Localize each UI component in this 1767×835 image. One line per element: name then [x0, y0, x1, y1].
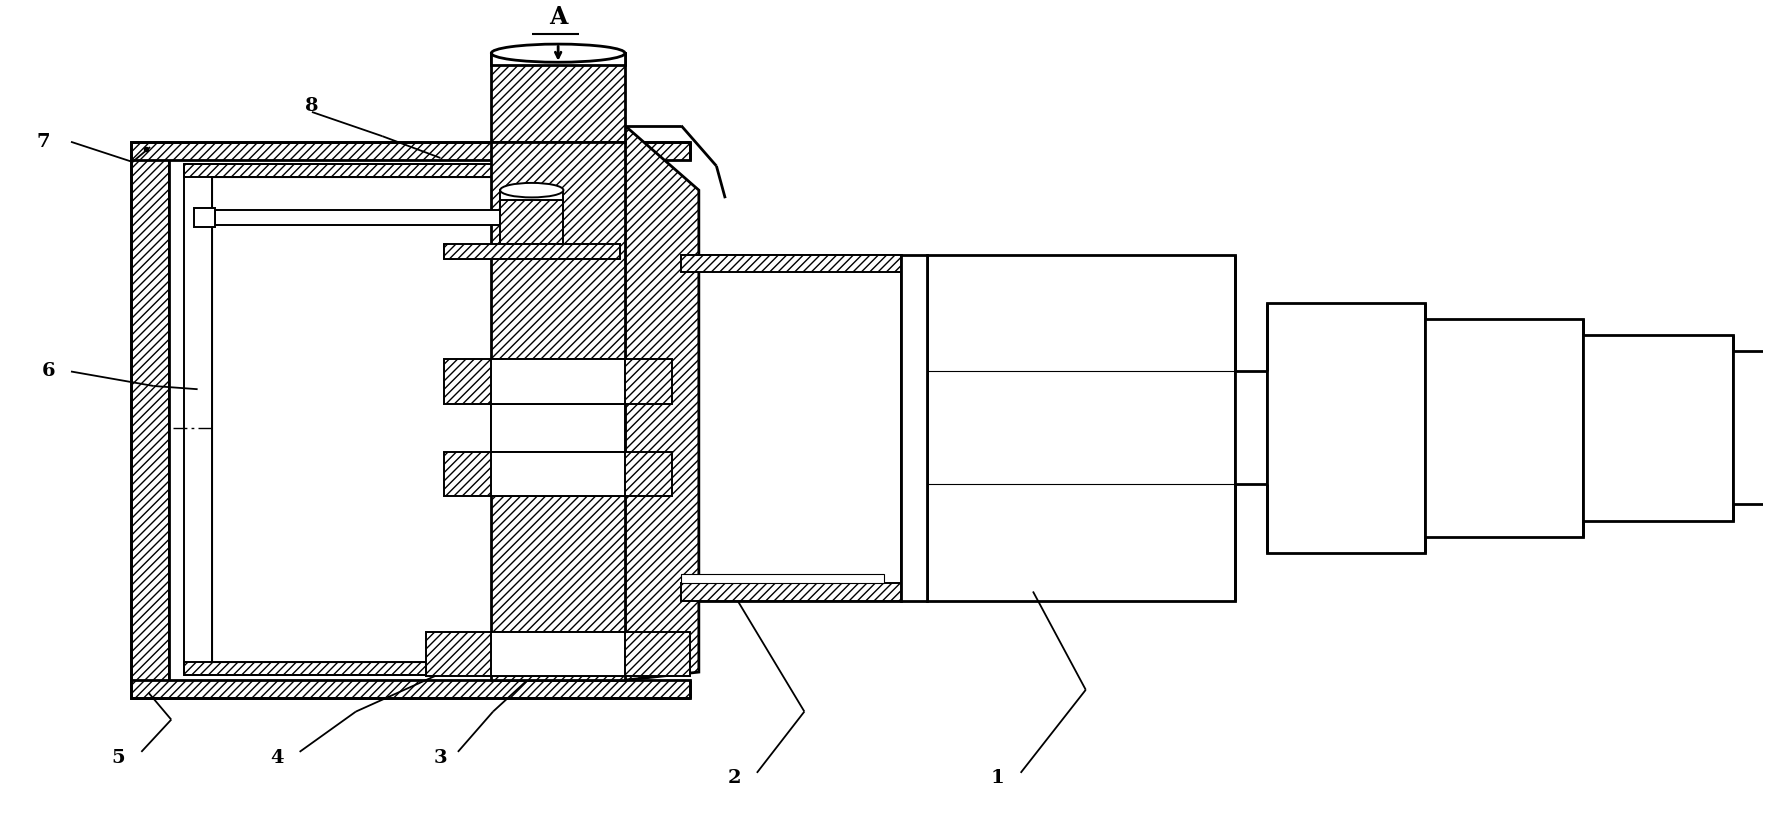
- Bar: [1583, 335, 1733, 520]
- Polygon shape: [500, 200, 564, 244]
- Bar: [1235, 372, 1267, 484]
- Bar: [491, 359, 626, 403]
- Polygon shape: [682, 255, 901, 272]
- Bar: [682, 255, 901, 601]
- Polygon shape: [491, 142, 626, 681]
- Bar: [491, 403, 626, 452]
- Bar: [194, 208, 216, 227]
- Polygon shape: [131, 681, 691, 698]
- Polygon shape: [444, 452, 673, 496]
- Bar: [216, 210, 500, 225]
- Bar: [928, 255, 1235, 601]
- Text: 2: 2: [728, 769, 740, 787]
- Ellipse shape: [500, 183, 564, 197]
- Text: 4: 4: [270, 749, 283, 767]
- Bar: [491, 632, 626, 676]
- Polygon shape: [131, 142, 691, 159]
- Polygon shape: [491, 53, 626, 142]
- Bar: [491, 53, 626, 65]
- Polygon shape: [682, 584, 901, 601]
- Polygon shape: [444, 244, 620, 259]
- Bar: [682, 574, 884, 584]
- Text: 5: 5: [111, 749, 125, 767]
- Text: 1: 1: [991, 769, 1005, 787]
- Bar: [1733, 352, 1767, 504]
- Text: 7: 7: [35, 133, 49, 151]
- Polygon shape: [184, 164, 603, 177]
- Bar: [1267, 303, 1426, 553]
- Text: 3: 3: [433, 749, 447, 767]
- Polygon shape: [131, 142, 170, 698]
- Bar: [212, 177, 574, 662]
- Polygon shape: [426, 632, 691, 676]
- Text: 8: 8: [306, 97, 318, 114]
- Bar: [491, 452, 626, 496]
- Bar: [500, 190, 564, 200]
- Text: A: A: [550, 5, 567, 29]
- Text: 6: 6: [41, 362, 55, 381]
- Polygon shape: [626, 126, 698, 681]
- Ellipse shape: [491, 44, 626, 63]
- Bar: [1426, 319, 1583, 537]
- Polygon shape: [444, 359, 673, 403]
- Bar: [901, 255, 928, 601]
- Polygon shape: [184, 662, 603, 676]
